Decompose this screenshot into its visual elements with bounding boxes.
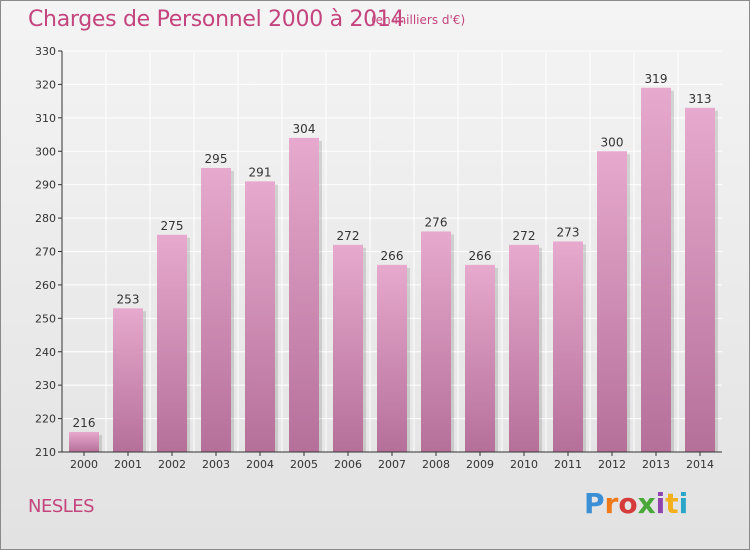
data-label: 272	[513, 229, 536, 243]
data-label: 304	[293, 122, 316, 136]
data-label: 272	[337, 229, 360, 243]
y-tick-label: 270	[35, 246, 56, 259]
y-tick-label: 250	[35, 312, 56, 325]
bar	[553, 241, 583, 452]
y-tick-label: 300	[35, 145, 56, 158]
data-label: 313	[689, 92, 712, 106]
y-tick-label: 210	[35, 446, 56, 459]
bar	[465, 264, 495, 452]
data-label: 295	[205, 152, 228, 166]
bar	[685, 107, 715, 452]
data-label-layer: 216 253 275 295 291 304 272 266 276 266 272 273 300 3…	[73, 72, 712, 430]
x-tick-label: 2013	[642, 458, 670, 471]
data-label: 276	[425, 215, 448, 229]
bar	[201, 167, 231, 453]
data-label: 266	[381, 249, 404, 263]
bar	[333, 244, 363, 452]
x-tick-label: 2004	[246, 458, 274, 471]
data-label: 300	[601, 135, 624, 149]
data-label: 216	[73, 416, 96, 430]
y-tick-label: 260	[35, 279, 56, 292]
x-tick-label: 2010	[510, 458, 538, 471]
bar	[245, 181, 275, 452]
bar	[641, 87, 671, 452]
bar-layer	[69, 87, 718, 453]
x-tick-label: 2006	[334, 458, 362, 471]
chart-subtitle: (en milliers d'€)	[371, 13, 466, 27]
x-tick-label: 2012	[598, 458, 626, 471]
bar	[69, 431, 99, 452]
y-tick-label: 290	[35, 179, 56, 192]
axis-layer: 210 220 230 240 250 260 270 280 290 300 310 320 330 2…	[35, 45, 722, 471]
data-label: 266	[469, 249, 492, 263]
data-label: 275	[161, 219, 184, 233]
x-tick-label: 2003	[202, 458, 230, 471]
bar	[421, 231, 451, 452]
y-tick-label: 230	[35, 379, 56, 392]
y-tick-label: 240	[35, 346, 56, 359]
y-tick-label: 320	[35, 78, 56, 91]
bar	[597, 151, 627, 452]
proxiti-logo: Proxiti	[584, 487, 689, 520]
x-tick-label: 2002	[158, 458, 186, 471]
place-name: NESLES	[28, 496, 95, 517]
y-tick-label: 310	[35, 112, 56, 125]
x-tick-label: 2005	[290, 458, 318, 471]
data-label: 273	[557, 225, 580, 239]
data-label: 319	[645, 72, 668, 86]
chart-title: Charges de Personnel 2000 à 2014	[28, 7, 405, 32]
x-tick-label: 2000	[70, 458, 98, 471]
y-tick-label: 220	[35, 413, 56, 426]
x-tick-label: 2014	[686, 458, 714, 471]
y-tick-label: 330	[35, 45, 56, 58]
x-tick-label: 2001	[114, 458, 142, 471]
data-label: 253	[117, 292, 140, 306]
bar	[157, 234, 187, 452]
bar	[113, 308, 143, 452]
bar	[289, 137, 319, 452]
x-tick-label: 2008	[422, 458, 450, 471]
bar	[377, 264, 407, 452]
bar	[509, 244, 539, 452]
x-tick-label: 2009	[466, 458, 494, 471]
x-tick-label: 2011	[554, 458, 582, 471]
data-label: 291	[249, 165, 272, 179]
x-tick-label: 2007	[378, 458, 406, 471]
y-tick-label: 280	[35, 212, 56, 225]
